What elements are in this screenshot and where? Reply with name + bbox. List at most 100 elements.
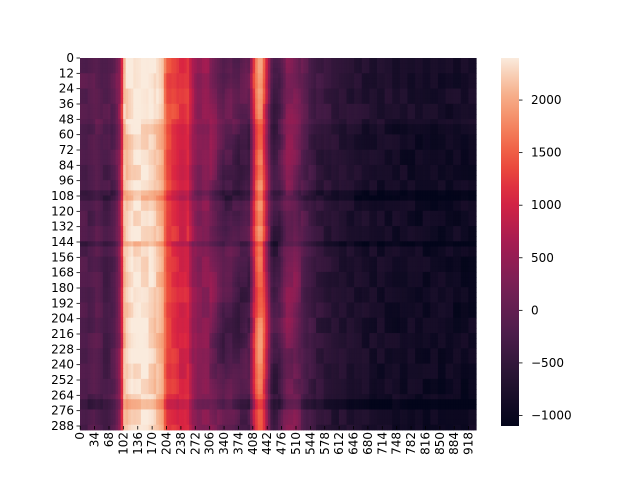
heatmap-cell (425, 180, 429, 186)
heatmap-cell (361, 134, 365, 141)
heatmap-cell (158, 195, 162, 202)
heatmap-cell (151, 73, 155, 79)
heatmap-cell (349, 180, 353, 186)
heatmap-cell (326, 103, 330, 110)
heatmap-cell (465, 108, 469, 115)
heatmap-cell (229, 164, 233, 171)
heatmap-cell (82, 88, 86, 95)
heatmap-cell (90, 159, 94, 166)
heatmap-cell (115, 149, 119, 156)
heatmap-cell (328, 170, 332, 176)
heatmap-cell (262, 134, 266, 141)
heatmap-cell (316, 119, 320, 125)
heatmap-cell (318, 68, 322, 74)
heatmap-cell (305, 134, 310, 141)
heatmap-cell (133, 108, 137, 115)
heatmap-cell (453, 108, 457, 115)
heatmap-cell (123, 190, 127, 197)
heatmap-cell (118, 139, 122, 146)
heatmap-cell (305, 180, 310, 186)
heatmap-cell (410, 190, 414, 197)
heatmap-cell (227, 134, 231, 141)
heatmap-cell (179, 144, 183, 151)
heatmap-cell (349, 78, 353, 85)
heatmap-cell (130, 190, 134, 197)
heatmap-cell (123, 144, 127, 151)
heatmap-cell (140, 63, 145, 69)
heatmap-cell (250, 159, 254, 166)
heatmap-cell (374, 73, 378, 79)
heatmap-cell (204, 114, 208, 120)
heatmap-cell (242, 83, 246, 90)
heatmap-cell (209, 129, 213, 135)
heatmap-cell (422, 139, 426, 146)
heatmap-cell (407, 134, 411, 141)
heatmap-cell (440, 124, 444, 130)
heatmap-cell (397, 180, 401, 186)
heatmap-cell (392, 124, 396, 130)
heatmap-cell (397, 185, 401, 192)
heatmap-cell (217, 124, 221, 130)
heatmap-cell (437, 68, 442, 74)
heatmap-cell (123, 73, 127, 79)
heatmap-cell (146, 58, 150, 64)
heatmap-cell (120, 134, 124, 141)
heatmap-cell (458, 73, 462, 79)
heatmap-cell (382, 68, 386, 74)
heatmap-cell (389, 159, 393, 166)
heatmap-cell (82, 175, 86, 181)
heatmap-cell (204, 149, 208, 156)
heatmap-cell (410, 149, 414, 156)
heatmap-cell (344, 68, 348, 74)
heatmap-cell (377, 83, 381, 90)
heatmap-cell (105, 63, 109, 69)
heatmap-cell (458, 170, 462, 176)
heatmap-cell (184, 124, 188, 130)
heatmap-cell (133, 124, 137, 130)
heatmap-cell (95, 88, 99, 95)
heatmap-cell (227, 149, 231, 156)
heatmap-cell (257, 154, 261, 161)
heatmap-cell (201, 119, 205, 125)
heatmap-cell (252, 88, 256, 95)
heatmap-cell (166, 144, 170, 151)
heatmap-cell (95, 58, 99, 64)
heatmap-cell (415, 129, 419, 135)
heatmap-cell (412, 98, 416, 105)
heatmap-cell (209, 83, 213, 90)
heatmap-cell (250, 83, 254, 90)
heatmap-cell (196, 119, 200, 125)
heatmap-cell (354, 58, 358, 64)
heatmap-cell (361, 190, 365, 197)
heatmap-cell (422, 78, 426, 85)
heatmap-cell (125, 149, 129, 156)
heatmap-cell (123, 78, 127, 85)
heatmap-cell (328, 190, 332, 197)
heatmap-cell (300, 190, 304, 197)
heatmap-cell (176, 103, 180, 110)
heatmap-cell (420, 129, 424, 135)
heatmap-cell (410, 88, 414, 95)
heatmap-cell (250, 170, 254, 176)
heatmap-cell (427, 139, 431, 146)
heatmap-cell (252, 180, 256, 186)
heatmap-cell (407, 68, 411, 74)
heatmap-cell (285, 58, 289, 64)
heatmap-cell (171, 159, 175, 166)
heatmap-cell (168, 98, 172, 105)
heatmap-cell (430, 103, 434, 110)
heatmap-cell (247, 108, 251, 115)
heatmap-cell (209, 103, 213, 110)
heatmap-cell (166, 68, 170, 74)
heatmap-cell (181, 159, 185, 166)
heatmap-cell (351, 139, 355, 146)
heatmap-cell (267, 114, 271, 120)
heatmap-cell (201, 73, 205, 79)
heatmap-cell (115, 164, 119, 171)
heatmap-cell (209, 134, 213, 141)
heatmap-cell (184, 103, 188, 110)
heatmap-cell (338, 129, 343, 135)
heatmap-cell (227, 180, 231, 186)
heatmap-cell (374, 149, 378, 156)
heatmap-cell (87, 98, 91, 105)
